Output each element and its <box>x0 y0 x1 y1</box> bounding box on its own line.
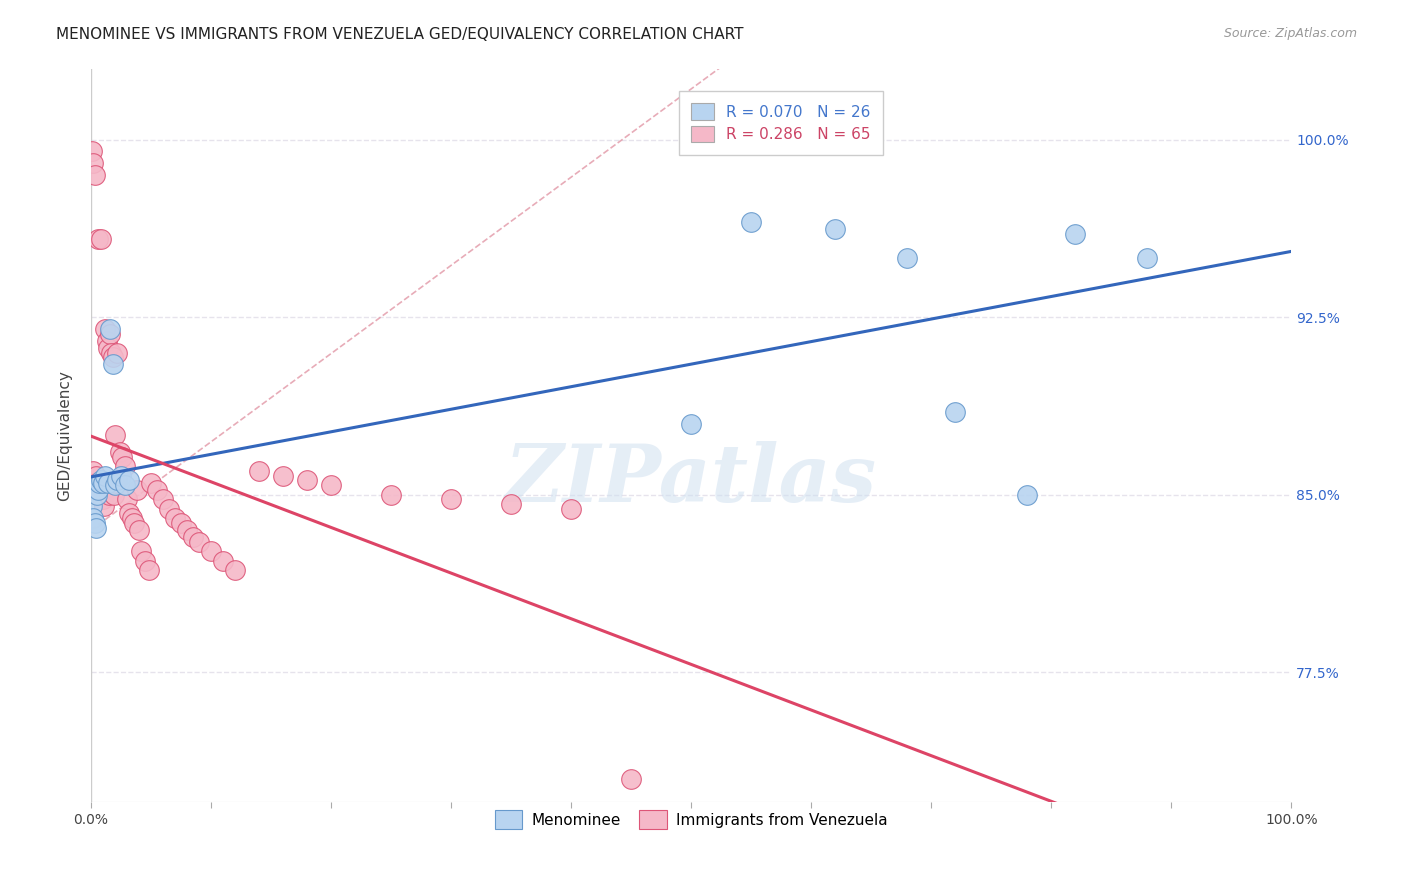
Point <box>115 492 138 507</box>
Point <box>98 326 121 341</box>
Point <box>89 487 111 501</box>
Point <box>82 145 104 159</box>
Point <box>681 417 703 431</box>
Point <box>86 475 108 490</box>
Point <box>108 445 131 459</box>
Point <box>121 511 143 525</box>
Point <box>181 530 204 544</box>
Point <box>110 468 132 483</box>
Point <box>824 222 846 236</box>
Point <box>82 464 104 478</box>
Point <box>84 521 107 535</box>
Point <box>212 554 235 568</box>
Point <box>86 487 108 501</box>
Point <box>176 523 198 537</box>
Point <box>114 478 136 492</box>
Legend: Menominee, Immigrants from Venezuela: Menominee, Immigrants from Venezuela <box>489 804 894 835</box>
Point <box>134 554 156 568</box>
Point <box>84 475 107 490</box>
Point <box>157 501 180 516</box>
Point <box>84 468 107 483</box>
Point <box>128 523 150 537</box>
Point <box>131 544 153 558</box>
Point <box>87 232 110 246</box>
Point <box>146 483 169 497</box>
Point <box>440 492 463 507</box>
Point <box>200 544 222 558</box>
Point <box>93 500 115 514</box>
Point <box>114 459 136 474</box>
Point <box>170 516 193 530</box>
Point <box>90 483 112 497</box>
Point <box>740 215 762 229</box>
Text: ZIPatlas: ZIPatlas <box>505 441 877 518</box>
Point <box>97 341 120 355</box>
Point <box>105 475 128 490</box>
Point <box>152 492 174 507</box>
Point <box>1064 227 1087 242</box>
Point <box>138 563 160 577</box>
Point <box>1136 251 1159 265</box>
Point <box>83 475 105 490</box>
Point <box>620 772 643 786</box>
Point <box>125 483 148 497</box>
Point <box>98 322 121 336</box>
Point <box>105 474 128 488</box>
Point <box>560 501 582 516</box>
Point <box>118 474 141 488</box>
Text: MENOMINEE VS IMMIGRANTS FROM VENEZUELA GED/EQUIVALENCY CORRELATION CHART: MENOMINEE VS IMMIGRANTS FROM VENEZUELA G… <box>56 27 744 42</box>
Y-axis label: GED/Equivalency: GED/Equivalency <box>58 370 72 500</box>
Point <box>111 450 134 464</box>
Point <box>163 511 186 525</box>
Point <box>90 475 112 490</box>
Point <box>82 475 104 490</box>
Point <box>104 428 127 442</box>
Point <box>139 475 162 490</box>
Point <box>90 474 112 488</box>
Point <box>104 478 127 492</box>
Point <box>89 475 111 490</box>
Point <box>87 483 110 497</box>
Point <box>271 468 294 483</box>
Point <box>86 487 108 501</box>
Point <box>97 475 120 490</box>
Point <box>83 168 105 182</box>
Point <box>90 232 112 246</box>
Point <box>94 322 117 336</box>
Point <box>319 478 342 492</box>
Point <box>101 358 124 372</box>
Point <box>295 474 318 488</box>
Point <box>82 500 104 514</box>
Point <box>224 563 246 577</box>
Point <box>89 475 111 490</box>
Point <box>101 351 124 365</box>
Point <box>91 475 114 490</box>
Point <box>118 507 141 521</box>
Point <box>380 487 402 501</box>
Point <box>82 156 104 170</box>
Point <box>91 492 114 507</box>
Text: Source: ZipAtlas.com: Source: ZipAtlas.com <box>1223 27 1357 40</box>
Point <box>97 487 120 501</box>
Point <box>91 483 114 497</box>
Point <box>94 468 117 483</box>
Point <box>83 516 105 530</box>
Point <box>943 405 966 419</box>
Point <box>90 487 112 501</box>
Point <box>499 497 522 511</box>
Point <box>100 345 122 359</box>
Point <box>122 516 145 530</box>
Point <box>896 251 918 265</box>
Point <box>103 487 125 501</box>
Point <box>105 345 128 359</box>
Point <box>247 464 270 478</box>
Point <box>82 511 104 525</box>
Point <box>1017 487 1039 501</box>
Point <box>96 334 118 348</box>
Point <box>87 480 110 494</box>
Point <box>188 535 211 549</box>
